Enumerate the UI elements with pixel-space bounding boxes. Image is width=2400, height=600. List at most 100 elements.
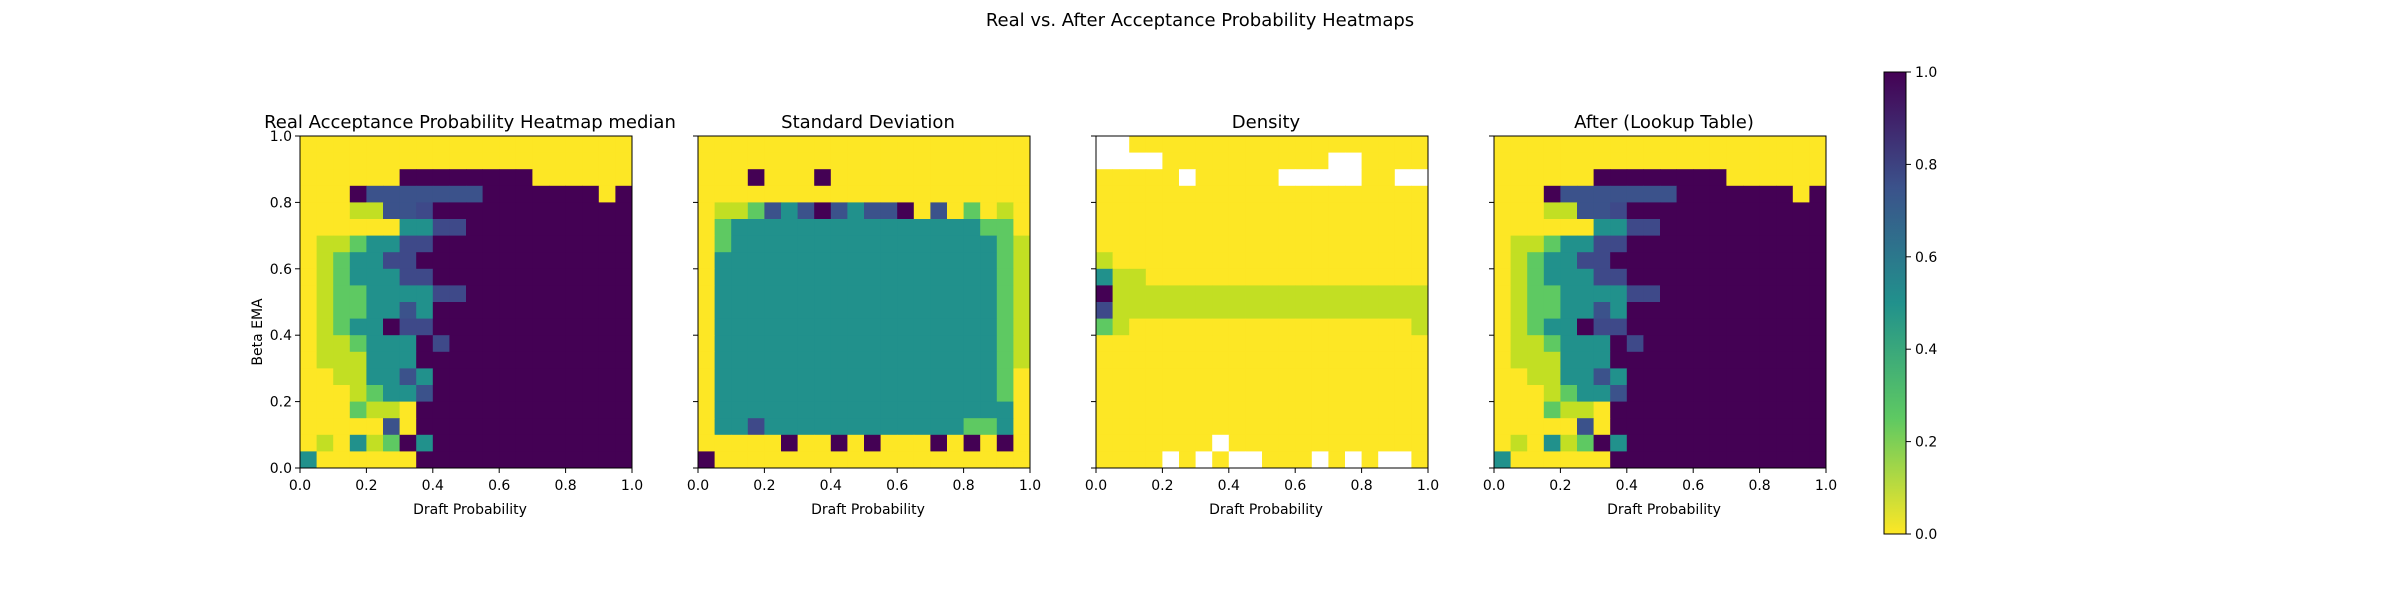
heatmap-cell bbox=[980, 434, 998, 452]
heatmap-cell bbox=[1510, 235, 1528, 253]
heatmap-cell bbox=[913, 202, 931, 220]
heatmap-cell bbox=[1179, 401, 1196, 419]
heatmap-cell bbox=[1792, 235, 1810, 253]
heatmap-cell bbox=[416, 401, 434, 419]
heatmap-cell bbox=[582, 152, 600, 170]
heatmap-cell bbox=[930, 451, 948, 469]
heatmap-cell bbox=[1693, 152, 1711, 170]
heatmap-cell bbox=[1643, 169, 1661, 187]
heatmap-cell bbox=[1179, 169, 1196, 187]
heatmap-cell bbox=[1228, 351, 1246, 369]
heatmap-cell bbox=[698, 219, 715, 236]
heatmap-cell bbox=[930, 268, 948, 286]
heatmap-cell bbox=[383, 268, 400, 286]
heatmap-cell bbox=[449, 219, 467, 236]
heatmap-cell bbox=[1262, 169, 1279, 187]
heatmap-cell bbox=[333, 385, 351, 402]
heatmap-cell bbox=[1792, 152, 1810, 170]
heatmap-cell bbox=[797, 202, 815, 220]
heatmap-cell bbox=[781, 268, 798, 286]
heatmap-cell bbox=[1643, 152, 1661, 170]
heatmap-cell bbox=[1394, 185, 1412, 203]
heatmap-cell bbox=[1593, 318, 1611, 336]
heatmap-cell bbox=[1262, 401, 1279, 419]
heatmap-cell bbox=[449, 451, 467, 469]
x-tick-label: 0.8 bbox=[952, 478, 974, 494]
heatmap-cell bbox=[300, 385, 317, 402]
heatmap-cell bbox=[731, 202, 749, 220]
heatmap-cell bbox=[996, 351, 1014, 369]
heatmap-cell bbox=[1295, 152, 1313, 170]
heatmap-cell bbox=[847, 136, 865, 153]
heatmap-cell bbox=[1643, 318, 1661, 336]
heatmap-cell bbox=[499, 351, 517, 369]
heatmap-cell bbox=[1162, 152, 1180, 170]
heatmap-cell bbox=[897, 285, 915, 303]
x-tick-label: 0.4 bbox=[820, 478, 842, 494]
heatmap-cell bbox=[582, 169, 600, 187]
heatmap-cell bbox=[598, 169, 616, 187]
heatmap-cell bbox=[1709, 235, 1727, 253]
heatmap-cell bbox=[1510, 268, 1528, 286]
heatmap-cell bbox=[1527, 401, 1545, 419]
heatmap-cell bbox=[1726, 285, 1744, 303]
heatmap-cell bbox=[366, 351, 384, 369]
heatmap-cell bbox=[466, 219, 483, 236]
heatmap-cell bbox=[615, 385, 633, 402]
heatmap-cell bbox=[1792, 268, 1810, 286]
heatmap-cell bbox=[1195, 418, 1213, 436]
heatmap-cell bbox=[814, 401, 832, 419]
heatmap-cell bbox=[1411, 351, 1429, 369]
heatmap-cell bbox=[1328, 318, 1346, 336]
heatmap-cell bbox=[913, 152, 931, 170]
heatmap-cell bbox=[1660, 434, 1677, 452]
heatmap-cell bbox=[1494, 368, 1511, 386]
heatmap-cell bbox=[1527, 451, 1545, 469]
heatmap-cell bbox=[349, 169, 367, 187]
heatmap-cell bbox=[316, 401, 334, 419]
heatmap-cell bbox=[797, 235, 815, 253]
heatmap-cell bbox=[731, 169, 749, 187]
heatmap-cell bbox=[1129, 268, 1147, 286]
heatmap-cell bbox=[913, 285, 931, 303]
heatmap-cell bbox=[1394, 335, 1412, 353]
heatmap-cell bbox=[399, 434, 417, 452]
heatmap-cell bbox=[598, 302, 616, 319]
heatmap-cell bbox=[1792, 252, 1810, 270]
heatmap-cell bbox=[1013, 285, 1031, 303]
heatmap-cell bbox=[1262, 434, 1279, 452]
heatmap-cell bbox=[1660, 368, 1677, 386]
heatmap-cell bbox=[714, 252, 732, 270]
heatmap-cell bbox=[1179, 185, 1196, 203]
heatmap-cell bbox=[947, 368, 964, 386]
heatmap-cell bbox=[963, 219, 981, 236]
heatmap-cell bbox=[1527, 335, 1545, 353]
heatmap-cell bbox=[549, 401, 566, 419]
heatmap-cell bbox=[1759, 368, 1777, 386]
heatmap-cell bbox=[930, 351, 948, 369]
heatmap-cell bbox=[515, 318, 533, 336]
heatmap-cell bbox=[1394, 169, 1412, 187]
heatmap-cell bbox=[864, 169, 881, 187]
heatmap-cell bbox=[864, 385, 881, 402]
heatmap-cell bbox=[1643, 418, 1661, 436]
heatmap-cell bbox=[366, 219, 384, 236]
heatmap-cell bbox=[565, 136, 583, 153]
heatmap-cell bbox=[947, 335, 964, 353]
heatmap-cell bbox=[1328, 368, 1346, 386]
heatmap-cell bbox=[797, 136, 815, 153]
heatmap-cell bbox=[300, 401, 317, 419]
heatmap-cell bbox=[1262, 268, 1279, 286]
heatmap-cell bbox=[499, 202, 517, 220]
heatmap-cell bbox=[1693, 136, 1711, 153]
heatmap-cell bbox=[1295, 434, 1313, 452]
heatmap-cell bbox=[1278, 418, 1296, 436]
heatmap-cell bbox=[698, 152, 715, 170]
heatmap-cell bbox=[1112, 136, 1130, 153]
heatmap-cell bbox=[980, 185, 998, 203]
heatmap-cell bbox=[333, 368, 351, 386]
heatmap-cell bbox=[549, 318, 566, 336]
heatmap-cell bbox=[532, 235, 550, 253]
heatmap-cell bbox=[1643, 401, 1661, 419]
heatmap-cell bbox=[1626, 235, 1644, 253]
